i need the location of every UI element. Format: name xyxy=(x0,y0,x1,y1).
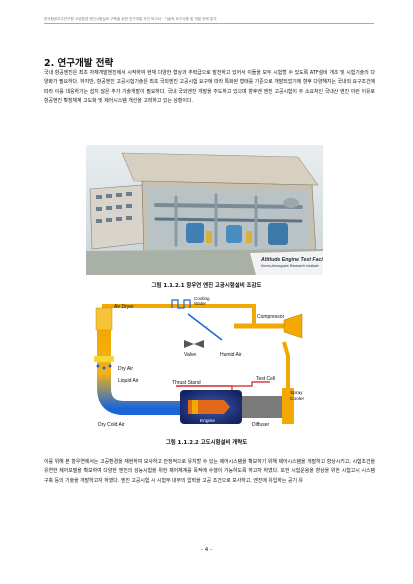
label-dry-air: Dry Air xyxy=(118,366,133,372)
label-test-cell: Test Cell xyxy=(256,376,275,382)
main-duct xyxy=(97,330,180,415)
humid-air-line xyxy=(187,313,223,341)
body-paragraph-1: 국내 항공엔진은 최초 자체개발엔진에서 시작하여 현재 다양한 형상과 추력급… xyxy=(44,70,375,104)
label-engine: Engine xyxy=(200,418,215,424)
page-number: - 4 - xyxy=(201,547,212,553)
facility-label-title: Altitude Engine Test Facility xyxy=(260,257,323,263)
cooling-coil xyxy=(171,299,191,309)
compressor-unit xyxy=(283,313,303,339)
liquid-air-injector xyxy=(94,356,114,362)
label-air-dryer: Air Dryer xyxy=(114,304,134,310)
interior-tanks xyxy=(186,198,299,245)
thrust-frame xyxy=(176,385,233,390)
facility-label-org: Korea Aerospace Research Institute xyxy=(261,264,319,268)
label-thrust-stand: Thrust Stand xyxy=(172,380,201,386)
label-humid-air: Humid Air xyxy=(220,352,242,358)
test-cell-link xyxy=(176,381,270,387)
label-humid-air-flow: → xyxy=(205,324,209,328)
label-spray-cooler: Cooler xyxy=(290,396,305,402)
building-roof xyxy=(121,152,319,186)
exhaust-pipe xyxy=(282,341,290,388)
drop-markers xyxy=(96,364,112,370)
label-diffuser: Diffuser xyxy=(252,422,269,428)
engine-fan xyxy=(192,400,198,414)
diffuser-duct xyxy=(242,396,282,418)
facility-illustration: Altitude Engine Test Facility Korea Aero… xyxy=(86,145,323,275)
label-panel xyxy=(250,251,323,275)
figure-2-caption: 그림 1.1.2.2 고도시험설비 개략도 xyxy=(165,440,248,446)
interior-pipes xyxy=(154,193,303,247)
valve-symbol xyxy=(184,340,204,348)
spray-cooler-unit xyxy=(282,388,294,424)
engine-core xyxy=(188,400,230,414)
label-cooling-water-1: Cooling xyxy=(194,296,210,301)
air-dryer-unit xyxy=(95,307,113,331)
schematic-diagram: Air Dryer Cooling Water Compressor → Val… xyxy=(94,296,305,428)
label-compressor: Compressor xyxy=(257,314,285,320)
label-dry-cold-air: Dry Cold Air xyxy=(98,422,125,428)
header-divider xyxy=(44,23,374,24)
office-windows xyxy=(96,192,132,223)
section-title: 2. 연구개발 전략 xyxy=(44,58,114,69)
running-header: 한국항공우주연구원 고공환경 엔진시험설비 구축을 위한 연구개발 추진 보고서… xyxy=(44,17,217,21)
figure-1-caption: 그림 1.1.2.1 항우연 엔진 고공시험설비 조감도 xyxy=(151,283,262,289)
label-liquid-air: Liquid Air xyxy=(118,378,139,384)
label-valve: Valve xyxy=(184,352,196,358)
label-spray-1: Spray xyxy=(290,390,303,396)
label-cooling-water-2: Water xyxy=(194,301,207,306)
body-paragraph-2: 이를 위해 본 항우연에서는 고공환경을 재현하여 모사하고 안정적으로 유지할… xyxy=(44,459,375,484)
